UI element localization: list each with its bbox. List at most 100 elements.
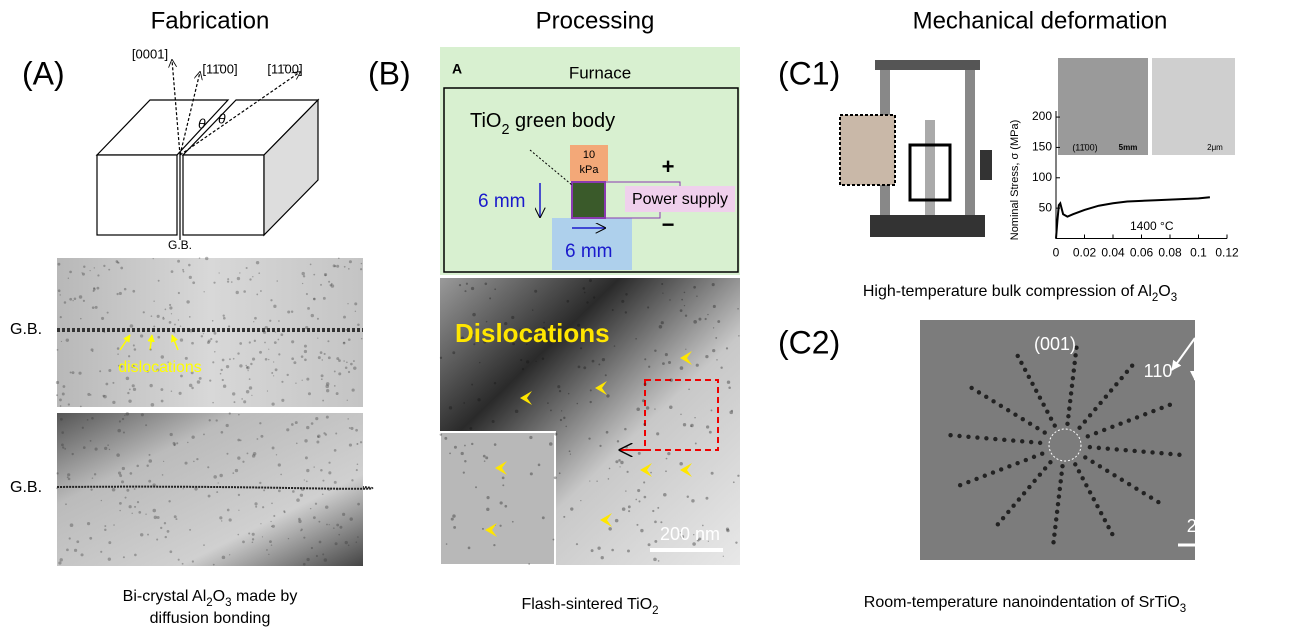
texture [222, 379, 224, 381]
texture [557, 385, 560, 388]
texture [326, 389, 329, 392]
texture [357, 323, 360, 326]
texture [705, 355, 708, 358]
texture [165, 536, 167, 538]
texture [663, 493, 667, 497]
etch-pit [1051, 540, 1055, 544]
texture [83, 446, 86, 449]
texture [319, 541, 322, 544]
texture [74, 549, 77, 552]
texture [348, 545, 350, 547]
x-tick-label: 0.1 [1190, 246, 1207, 260]
texture [197, 380, 201, 384]
texture [628, 510, 630, 512]
texture [80, 406, 82, 408]
header: Mechanical deformation [913, 7, 1168, 34]
gb-label: G.B. [168, 238, 192, 252]
texture [522, 368, 524, 370]
texture [140, 533, 143, 536]
texture [328, 462, 330, 464]
etch-pit [1002, 438, 1006, 442]
texture [696, 364, 699, 367]
texture [265, 326, 268, 329]
x-tick-label: 0.02 [1073, 246, 1097, 260]
texture [343, 342, 346, 345]
dimension-label: 6 mm [478, 191, 526, 212]
dimension-label: 6 mm [565, 241, 613, 262]
texture [305, 456, 308, 459]
texture [82, 427, 84, 429]
texture [627, 550, 630, 553]
texture [95, 448, 98, 451]
texture [321, 374, 324, 377]
texture [625, 311, 627, 313]
etch-pit [1102, 428, 1106, 432]
etch-pit [957, 434, 961, 438]
texture [304, 479, 305, 480]
texture [492, 420, 495, 423]
texture [157, 315, 160, 318]
texture [723, 556, 724, 557]
texture [201, 335, 203, 337]
texture [160, 388, 163, 391]
texture [589, 279, 592, 282]
text-part: Flash-sintered TiO [521, 596, 652, 613]
texture [259, 351, 262, 354]
etch-pit [1094, 431, 1098, 435]
texture [323, 297, 326, 300]
texture [336, 392, 339, 395]
texture [661, 283, 663, 285]
texture [614, 345, 615, 346]
texture [199, 257, 200, 258]
subscript: 2 [652, 605, 658, 617]
texture [246, 267, 248, 269]
texture [698, 318, 701, 321]
texture [191, 387, 194, 390]
texture [738, 335, 739, 336]
texture [300, 530, 301, 531]
texture [328, 356, 331, 359]
texture [70, 371, 72, 373]
texture [591, 549, 594, 552]
etch-pit [1072, 368, 1076, 372]
texture [602, 358, 605, 361]
texture [486, 496, 489, 499]
texture [258, 272, 260, 274]
etch-pit [1011, 438, 1015, 442]
texture [622, 507, 626, 511]
texture [468, 547, 471, 550]
texture [559, 472, 561, 474]
texture [143, 311, 145, 313]
texture [255, 506, 257, 508]
texture [116, 293, 118, 295]
texture [326, 524, 328, 526]
etch-pit [1069, 391, 1073, 395]
etch-pit [1028, 421, 1032, 425]
texture [627, 471, 629, 473]
texture [336, 265, 339, 268]
texture [227, 280, 229, 282]
texture [56, 487, 58, 489]
texture [693, 320, 697, 324]
texture [272, 525, 275, 528]
texture [92, 477, 93, 478]
texture [108, 369, 111, 372]
texture [237, 456, 240, 459]
texture [274, 341, 277, 344]
texture [330, 284, 332, 286]
texture [592, 360, 595, 363]
texture [60, 405, 62, 407]
label: kPa [580, 164, 600, 176]
texture [452, 514, 455, 517]
etch-pit [1072, 361, 1076, 365]
etch-pit [1123, 448, 1127, 452]
texture [119, 420, 121, 422]
texture [90, 440, 92, 442]
texture [178, 559, 180, 561]
etch-pit [1097, 446, 1101, 450]
texture [483, 455, 486, 458]
texture [103, 265, 105, 267]
etch-pit [1049, 416, 1053, 420]
texture [338, 372, 341, 375]
texture [669, 299, 670, 300]
